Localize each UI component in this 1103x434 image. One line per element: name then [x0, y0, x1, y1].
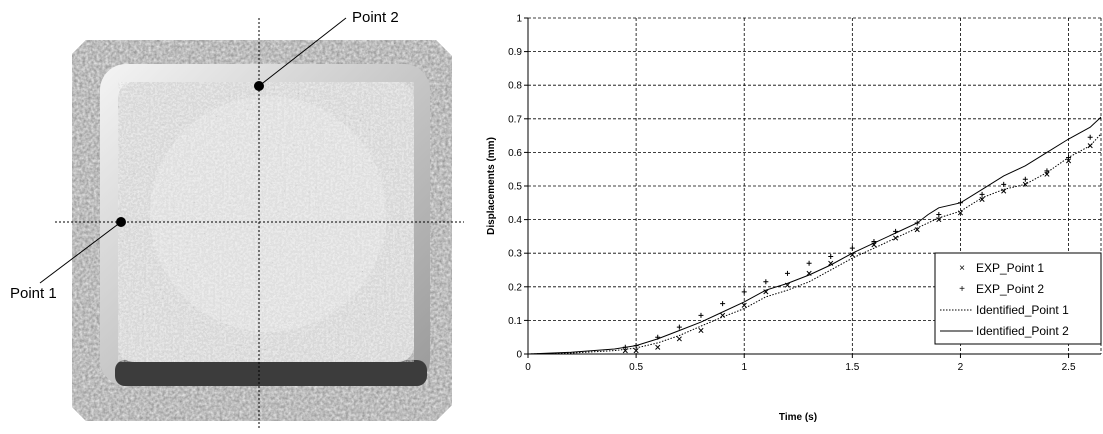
y-tick-label: 0.9 — [508, 47, 522, 58]
data-point-x — [741, 302, 747, 308]
data-point-plus — [784, 270, 790, 276]
data-point-plus — [936, 212, 942, 218]
legend-label: EXP_Point 2 — [976, 282, 1044, 296]
y-tick-label: 0.7 — [508, 114, 522, 125]
y-tick-label: 0 — [516, 350, 522, 361]
point2-marker — [254, 81, 264, 91]
y-tick-label: 0.5 — [508, 182, 522, 193]
legend-label: Identified_Point 2 — [976, 324, 1069, 338]
data-point-x — [1044, 171, 1050, 177]
data-point-plus — [741, 289, 747, 295]
x-tick-label: 0 — [525, 362, 531, 373]
data-point-plus — [979, 191, 985, 197]
y-tick-label: 0.1 — [508, 316, 522, 327]
grid — [528, 17, 1102, 354]
series-identified-point-1 — [527, 133, 1102, 355]
x-tick-label: 1 — [741, 362, 747, 373]
series-identified-point-2 — [527, 116, 1102, 355]
y-tick-label: 0.4 — [508, 215, 522, 226]
point2-leader — [258, 17, 347, 87]
data-point-plus — [676, 324, 682, 330]
data-point-x — [979, 196, 985, 202]
series-line — [527, 116, 1102, 355]
data-point-plus — [806, 260, 812, 266]
data-point-x — [936, 217, 942, 223]
data-point-x — [633, 348, 639, 354]
data-point-x — [655, 344, 661, 350]
series — [527, 116, 1102, 355]
legend-entry-exp-point2: + EXP_Point 2 — [959, 282, 1044, 296]
x-tick-label: 1.5 — [845, 362, 859, 373]
data-point-plus — [849, 245, 855, 251]
y-tick-label: 0.3 — [508, 249, 522, 260]
legend-entry-exp-point1: × EXP_Point 1 — [959, 261, 1044, 275]
data-point-x — [698, 327, 704, 334]
y-tick-label: 0.8 — [508, 81, 522, 92]
data-point-x — [676, 336, 682, 342]
x-tick-label: 2 — [958, 362, 964, 373]
data-point-plus — [828, 254, 834, 260]
raised-square-shadow — [115, 360, 427, 386]
speckle-photo: Point 2 Point 1 — [10, 9, 464, 429]
data-point-plus — [720, 301, 726, 307]
legend-box — [934, 252, 1102, 345]
data-point-x — [914, 227, 920, 233]
legend-entry-identified-point2: Identified_Point 2 — [940, 324, 1069, 338]
data-point-plus — [1087, 134, 1093, 140]
series-line — [527, 133, 1102, 355]
legend-label: EXP_Point 1 — [976, 261, 1044, 275]
point2-label: Point 2 — [352, 9, 399, 26]
data-point-x — [1066, 158, 1072, 164]
x-tick-label: 0.5 — [629, 362, 643, 373]
point1-label: Point 1 — [10, 285, 57, 302]
axes: 0 0.1 0.2 0.3 0.4 0.5 0.6 0.7 0.8 0.9 1 0 0.5 1 1.5 2 2.… — [508, 14, 1101, 373]
x-axis-label: Time (s) — [779, 412, 817, 423]
data-point-plus — [1001, 181, 1007, 187]
data-point-plus — [763, 279, 769, 285]
y-tick-label: 1 — [516, 14, 522, 25]
y-tick-label: 0.6 — [508, 148, 522, 159]
displacement-chart-panel: 0 0.1 0.2 0.3 0.4 0.5 0.6 0.7 0.8 0.9 1 0 0.5 1 1.5 2 2.… — [478, 0, 1103, 429]
data-point-plus — [1022, 176, 1028, 182]
x-tick-label: 2.5 — [1062, 362, 1076, 373]
point1-marker — [116, 217, 126, 227]
legend-label: Identified_Point 1 — [976, 303, 1069, 317]
data-point-plus — [698, 312, 704, 318]
data-point-x — [763, 289, 769, 295]
speckle-photo-panel: Point 2 Point 1 — [0, 0, 480, 429]
y-tick-label: 0.2 — [508, 282, 522, 293]
point1-leader — [39, 221, 122, 284]
legend-entry-identified-point1: Identified_Point 1 — [940, 303, 1069, 317]
legend: × EXP_Point 1 + EXP_Point 2 Identified_P… — [934, 252, 1102, 345]
y-axis-label: Displacements (mm) — [486, 137, 497, 235]
data-point-x — [1001, 188, 1007, 194]
legend-marker-plus: + — [959, 284, 965, 295]
legend-marker-x: × — [959, 263, 965, 274]
displacement-chart: 0 0.1 0.2 0.3 0.4 0.5 0.6 0.7 0.8 0.9 1 0 0.5 1 1.5 2 2.… — [486, 14, 1102, 423]
